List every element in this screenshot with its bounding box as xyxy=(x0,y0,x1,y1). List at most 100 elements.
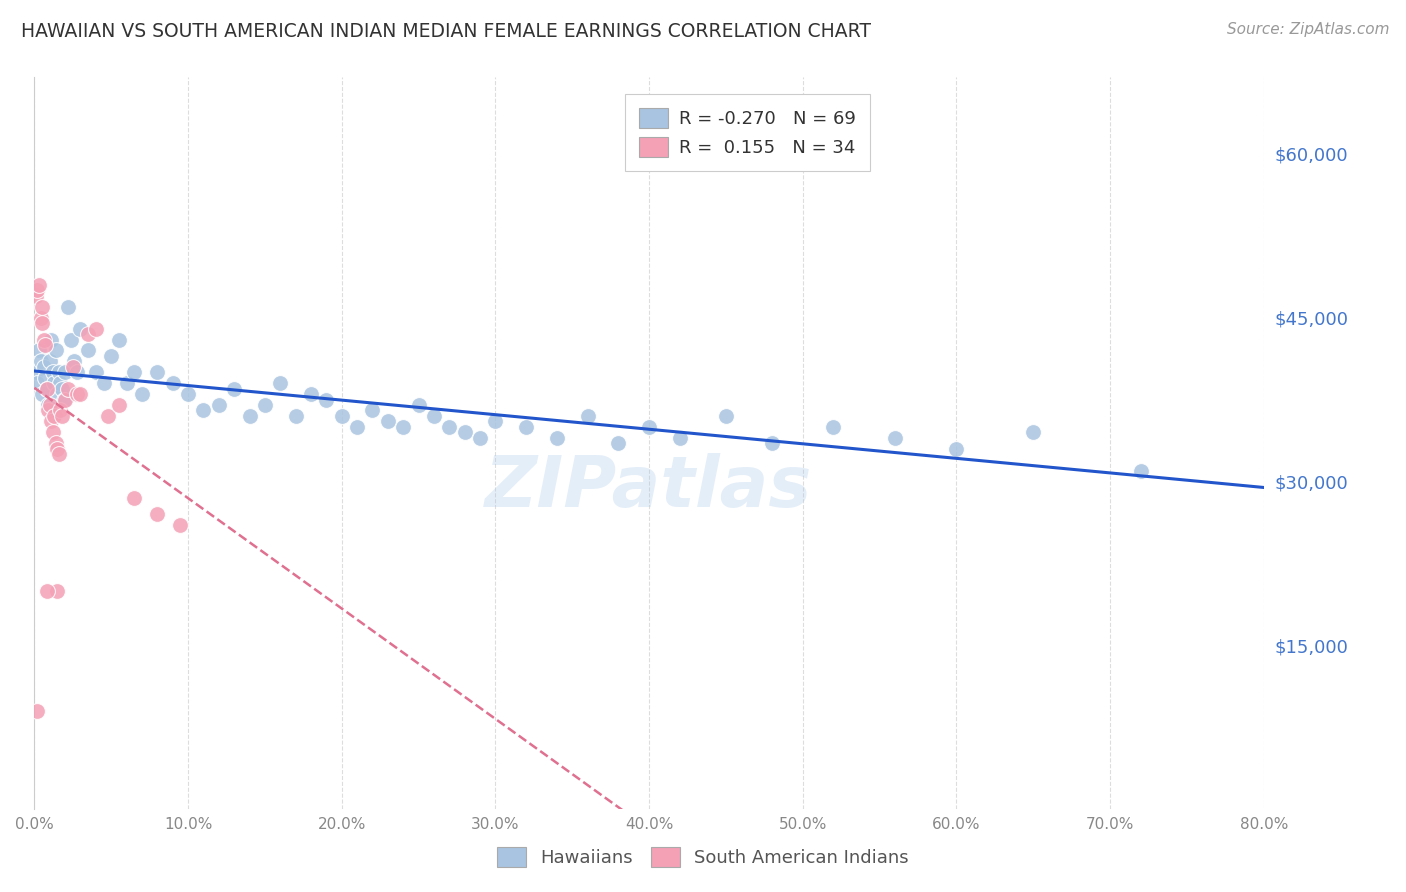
Point xyxy=(668,431,690,445)
Point xyxy=(638,420,661,434)
Point xyxy=(27,284,49,298)
Point xyxy=(53,392,76,407)
Text: HAWAIIAN VS SOUTH AMERICAN INDIAN MEDIAN FEMALE EARNINGS CORRELATION CHART: HAWAIIAN VS SOUTH AMERICAN INDIAN MEDIAN… xyxy=(21,22,872,41)
Point xyxy=(77,327,100,342)
Point xyxy=(37,403,59,417)
Point xyxy=(25,289,48,303)
Point xyxy=(423,409,446,423)
Point xyxy=(35,382,58,396)
Point xyxy=(45,436,67,450)
Point xyxy=(84,321,107,335)
Point xyxy=(269,376,291,391)
Point xyxy=(27,704,49,718)
Point xyxy=(28,343,51,358)
Point xyxy=(27,376,49,391)
Point xyxy=(761,436,783,450)
Point xyxy=(299,387,322,401)
Point xyxy=(115,376,138,391)
Point xyxy=(177,387,200,401)
Legend: R = -0.270   N = 69, R =  0.155   N = 34: R = -0.270 N = 69, R = 0.155 N = 34 xyxy=(624,94,870,171)
Point xyxy=(346,420,368,434)
Point xyxy=(44,409,66,423)
Point xyxy=(883,431,905,445)
Point xyxy=(28,277,51,292)
Point xyxy=(315,392,337,407)
Point xyxy=(515,420,537,434)
Point xyxy=(945,442,967,456)
Point xyxy=(439,420,461,434)
Point xyxy=(66,387,89,401)
Point xyxy=(238,409,260,423)
Point xyxy=(69,387,91,401)
Point xyxy=(32,333,55,347)
Text: ZIPatlas: ZIPatlas xyxy=(485,452,813,522)
Point xyxy=(46,442,69,456)
Point xyxy=(377,414,399,428)
Point xyxy=(66,365,89,379)
Point xyxy=(30,354,52,368)
Point xyxy=(56,300,79,314)
Point xyxy=(56,382,79,396)
Point xyxy=(49,403,72,417)
Point xyxy=(48,447,70,461)
Point xyxy=(60,333,83,347)
Point xyxy=(1022,425,1045,440)
Point xyxy=(44,376,66,391)
Point xyxy=(122,491,145,505)
Point xyxy=(408,398,430,412)
Point xyxy=(122,365,145,379)
Point xyxy=(53,365,76,379)
Point xyxy=(146,365,169,379)
Point xyxy=(32,359,55,374)
Point xyxy=(31,316,53,330)
Point xyxy=(31,387,53,401)
Point xyxy=(39,414,62,428)
Point xyxy=(51,409,73,423)
Point xyxy=(52,392,75,407)
Point xyxy=(253,398,276,412)
Point xyxy=(146,507,169,521)
Point xyxy=(31,300,53,314)
Point xyxy=(1129,464,1152,478)
Point xyxy=(38,354,60,368)
Point xyxy=(576,409,599,423)
Point xyxy=(25,365,48,379)
Point xyxy=(69,321,91,335)
Point xyxy=(193,403,215,417)
Point xyxy=(35,382,58,396)
Point xyxy=(131,387,153,401)
Point xyxy=(361,403,384,417)
Point xyxy=(284,409,307,423)
Point xyxy=(49,376,72,391)
Point xyxy=(100,349,122,363)
Point xyxy=(453,425,475,440)
Point xyxy=(169,518,191,533)
Point xyxy=(30,310,52,325)
Point xyxy=(162,376,184,391)
Point xyxy=(39,333,62,347)
Point xyxy=(108,398,131,412)
Point xyxy=(714,409,737,423)
Point xyxy=(46,583,69,598)
Point xyxy=(45,343,67,358)
Point xyxy=(484,414,506,428)
Point xyxy=(468,431,491,445)
Point xyxy=(35,583,58,598)
Point xyxy=(51,382,73,396)
Point xyxy=(34,338,56,352)
Point xyxy=(84,365,107,379)
Point xyxy=(63,354,86,368)
Point xyxy=(93,376,115,391)
Legend: Hawaiians, South American Indians: Hawaiians, South American Indians xyxy=(489,839,917,874)
Point xyxy=(607,436,630,450)
Point xyxy=(48,365,70,379)
Point xyxy=(224,382,246,396)
Point xyxy=(46,387,69,401)
Point xyxy=(42,365,65,379)
Point xyxy=(392,420,415,434)
Text: Source: ZipAtlas.com: Source: ZipAtlas.com xyxy=(1226,22,1389,37)
Point xyxy=(330,409,353,423)
Point xyxy=(97,409,120,423)
Point xyxy=(62,359,84,374)
Point xyxy=(34,370,56,384)
